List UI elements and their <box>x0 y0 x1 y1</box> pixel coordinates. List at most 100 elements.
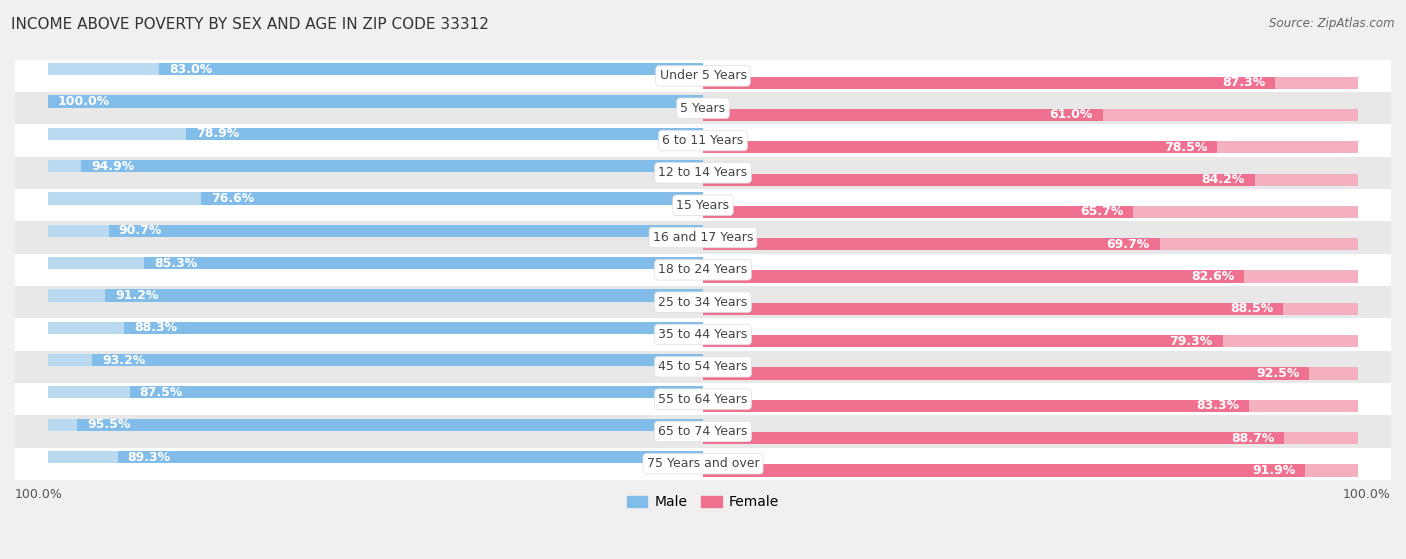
Bar <box>48 225 108 237</box>
Bar <box>48 451 118 463</box>
Text: 90.7%: 90.7% <box>118 224 162 237</box>
Text: 61.0%: 61.0% <box>1049 108 1092 121</box>
Bar <box>703 465 1305 477</box>
Bar <box>1244 271 1358 283</box>
Text: 83.0%: 83.0% <box>169 63 212 75</box>
Text: 25 to 34 Years: 25 to 34 Years <box>658 296 748 309</box>
Bar <box>703 206 1133 218</box>
Bar <box>15 254 1391 286</box>
Text: 78.5%: 78.5% <box>1164 141 1208 154</box>
Text: 55 to 64 Years: 55 to 64 Years <box>658 392 748 406</box>
Text: 84.2%: 84.2% <box>1202 173 1244 186</box>
Bar <box>15 157 1391 189</box>
Bar <box>1284 432 1358 444</box>
Bar <box>703 303 1282 315</box>
Text: 45 to 54 Years: 45 to 54 Years <box>658 361 748 373</box>
Bar <box>15 448 1391 480</box>
Text: 89.3%: 89.3% <box>128 451 170 463</box>
Bar <box>48 192 201 205</box>
Text: 79.3%: 79.3% <box>1170 335 1213 348</box>
Bar <box>118 451 703 463</box>
Bar <box>15 60 1391 92</box>
Bar <box>15 124 1391 157</box>
Bar <box>15 383 1391 415</box>
Bar <box>186 127 703 140</box>
Bar <box>703 432 1284 444</box>
Text: 65 to 74 Years: 65 to 74 Years <box>658 425 748 438</box>
Bar <box>48 321 124 334</box>
Text: 100.0%: 100.0% <box>58 95 110 108</box>
Bar <box>105 289 703 301</box>
Bar <box>129 386 703 399</box>
Bar <box>1305 465 1358 477</box>
Bar <box>703 271 1244 283</box>
Text: 18 to 24 Years: 18 to 24 Years <box>658 263 748 276</box>
Bar <box>48 289 105 301</box>
Text: 75 Years and over: 75 Years and over <box>647 457 759 470</box>
Legend: Male, Female: Male, Female <box>621 490 785 515</box>
Text: 88.3%: 88.3% <box>134 321 177 334</box>
Text: 6 to 11 Years: 6 to 11 Years <box>662 134 744 147</box>
Bar <box>48 160 82 172</box>
Bar <box>15 92 1391 124</box>
Bar <box>1254 173 1358 186</box>
Bar <box>48 63 159 75</box>
Text: 16 and 17 Years: 16 and 17 Years <box>652 231 754 244</box>
Text: 92.5%: 92.5% <box>1256 367 1299 380</box>
Bar <box>201 192 703 205</box>
Bar <box>48 354 93 366</box>
Bar <box>143 257 703 269</box>
Bar <box>15 189 1391 221</box>
Bar <box>703 173 1254 186</box>
Bar <box>1282 303 1358 315</box>
Text: 5 Years: 5 Years <box>681 102 725 115</box>
Text: 35 to 44 Years: 35 to 44 Years <box>658 328 748 341</box>
Bar <box>703 77 1275 89</box>
Text: 93.2%: 93.2% <box>103 353 145 367</box>
Bar <box>48 386 129 399</box>
Text: 87.3%: 87.3% <box>1222 76 1265 89</box>
Bar <box>1275 77 1358 89</box>
Text: 65.7%: 65.7% <box>1080 206 1123 219</box>
Text: 76.6%: 76.6% <box>211 192 254 205</box>
Bar <box>1102 109 1358 121</box>
Text: 88.5%: 88.5% <box>1230 302 1272 315</box>
Text: INCOME ABOVE POVERTY BY SEX AND AGE IN ZIP CODE 33312: INCOME ABOVE POVERTY BY SEX AND AGE IN Z… <box>11 17 489 32</box>
Bar <box>1249 400 1358 412</box>
Bar <box>1160 238 1358 250</box>
Bar <box>48 95 703 107</box>
Bar <box>703 400 1249 412</box>
Bar <box>15 350 1391 383</box>
Text: 88.7%: 88.7% <box>1232 432 1274 445</box>
Bar <box>15 318 1391 350</box>
Bar <box>15 221 1391 254</box>
Text: 100.0%: 100.0% <box>15 488 63 501</box>
Bar <box>1218 141 1358 154</box>
Bar <box>1309 367 1358 380</box>
Text: 91.2%: 91.2% <box>115 289 159 302</box>
Text: 12 to 14 Years: 12 to 14 Years <box>658 167 748 179</box>
Text: 82.6%: 82.6% <box>1191 270 1234 283</box>
Bar <box>703 335 1223 347</box>
Bar <box>703 109 1102 121</box>
Bar <box>77 419 703 431</box>
Bar <box>703 367 1309 380</box>
Text: 78.9%: 78.9% <box>195 127 239 140</box>
Bar <box>124 321 703 334</box>
Text: 87.5%: 87.5% <box>139 386 183 399</box>
Text: 91.9%: 91.9% <box>1253 464 1295 477</box>
Text: 94.9%: 94.9% <box>91 159 134 173</box>
Text: Under 5 Years: Under 5 Years <box>659 69 747 82</box>
Bar <box>48 127 186 140</box>
Bar <box>159 63 703 75</box>
Bar <box>1133 206 1358 218</box>
Text: 83.3%: 83.3% <box>1197 400 1239 413</box>
Text: 15 Years: 15 Years <box>676 198 730 212</box>
Bar <box>108 225 703 237</box>
Text: 95.5%: 95.5% <box>87 418 131 431</box>
Text: 100.0%: 100.0% <box>1343 488 1391 501</box>
Bar <box>48 419 77 431</box>
Bar <box>1223 335 1358 347</box>
Bar <box>703 238 1160 250</box>
Text: Source: ZipAtlas.com: Source: ZipAtlas.com <box>1270 17 1395 30</box>
